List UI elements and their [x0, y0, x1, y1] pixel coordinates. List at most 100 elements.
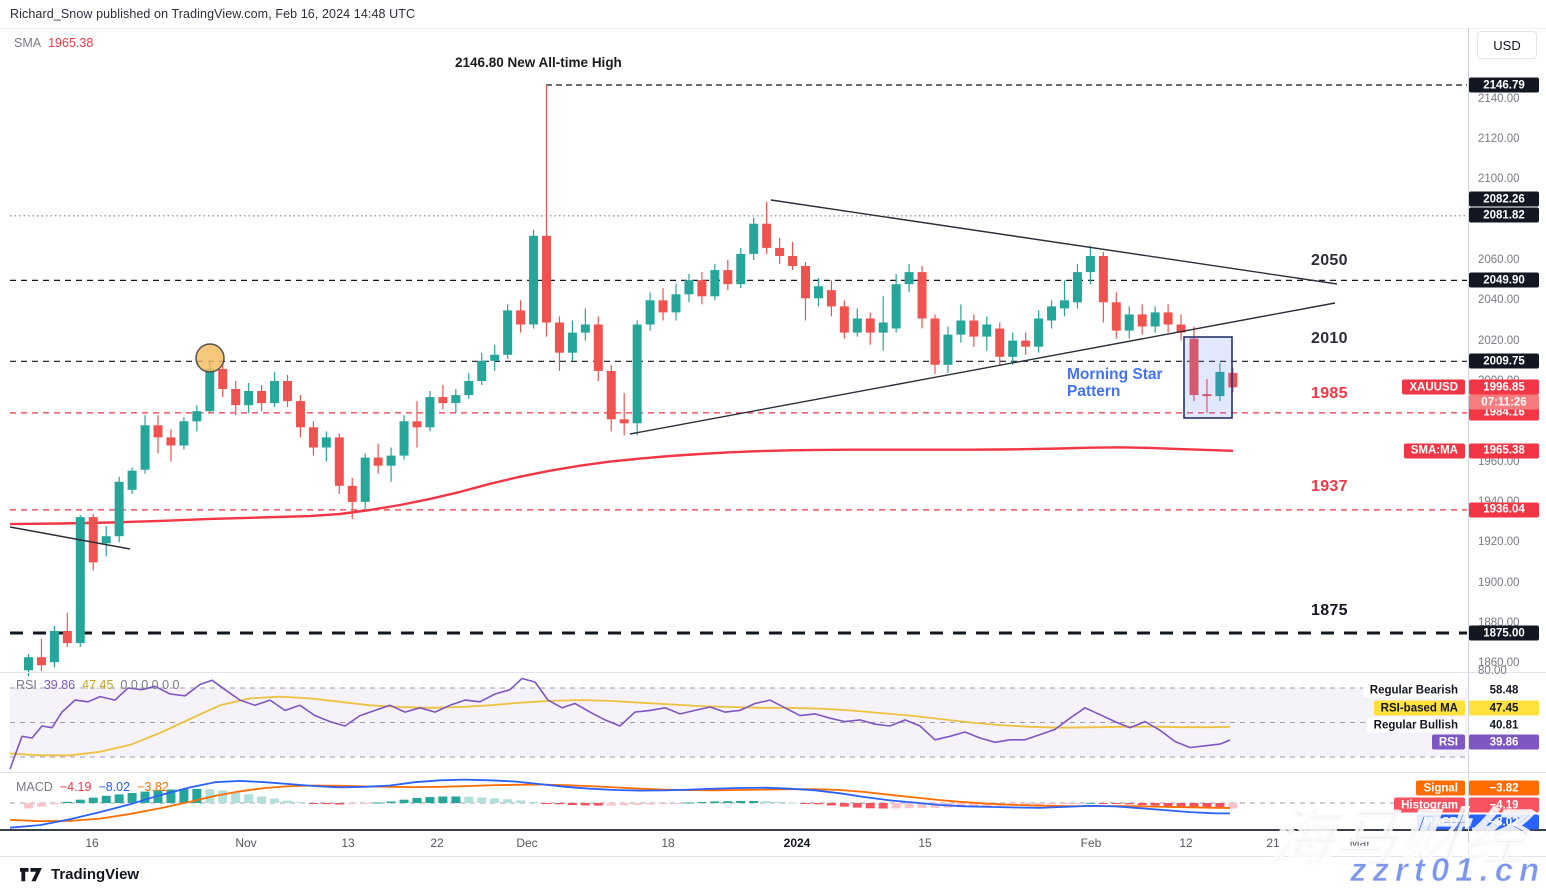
footer: TradingView: [0, 857, 1546, 891]
sma-legend[interactable]: SMA 1965.38: [14, 36, 100, 50]
rsi-band: [10, 688, 1467, 757]
candle-body: [943, 334, 953, 365]
candle-body: [75, 517, 85, 644]
candle-body: [852, 318, 862, 333]
macd-histogram-bar: [917, 803, 927, 808]
macd-panel-divider[interactable]: [0, 772, 1546, 773]
macd-histogram-bar: [386, 801, 396, 803]
macd-line: [9, 778, 1231, 829]
candle-body: [736, 253, 746, 285]
candle-body: [891, 284, 901, 329]
macd-histogram-bar: [813, 803, 823, 805]
candle-body: [283, 381, 292, 402]
macd-histogram-bar: [270, 798, 280, 803]
macd-histogram-bar: [140, 791, 150, 803]
macd-histogram-bar: [503, 799, 513, 803]
candle-body: [671, 294, 681, 313]
candle-body: [347, 485, 357, 502]
macd-histogram-bar: [1034, 803, 1044, 806]
candle-body: [425, 397, 435, 428]
candle-body: [593, 324, 603, 371]
candle-body: [1150, 312, 1160, 327]
candle-body: [1085, 256, 1095, 273]
macd-histogram-bar: [697, 802, 707, 803]
candle-body: [386, 455, 396, 466]
candle-body: [684, 280, 694, 295]
macd-histogram-bar: [166, 789, 176, 803]
candle-body: [412, 421, 422, 428]
macd-histogram-bar: [982, 803, 992, 807]
tradingview-brand[interactable]: TradingView: [51, 866, 140, 883]
candle-body: [813, 286, 823, 299]
macd-histogram-bar: [788, 802, 798, 804]
candle-body: [1021, 340, 1031, 347]
macd-histogram-bar: [645, 803, 655, 805]
currency-button[interactable]: USD: [1477, 31, 1537, 59]
candle-body: [1098, 256, 1108, 303]
macd-histogram-bar: [321, 803, 331, 805]
macd-histogram-bar: [839, 803, 849, 807]
candle-body: [1008, 340, 1018, 357]
candle-body: [127, 470, 137, 490]
macd-histogram-bar: [88, 797, 98, 803]
rsi-panel-divider[interactable]: [0, 672, 1546, 673]
macd-histogram-bar: [283, 800, 292, 803]
candle-body: [438, 397, 448, 404]
macd-histogram-bar: [399, 799, 409, 803]
macd-histogram-bar: [762, 801, 772, 803]
macd-histogram-bar: [671, 803, 681, 804]
candle-body: [723, 270, 733, 285]
macd-legend-title: MACD: [16, 780, 53, 794]
macd-histogram-bar: [1098, 803, 1108, 804]
macd-histogram-bar: [567, 803, 577, 805]
macd-histogram-bar: [24, 803, 33, 809]
candle-body: [360, 457, 370, 502]
macd-histogram-bar: [1111, 803, 1121, 804]
macd-histogram-bar: [658, 803, 668, 804]
price-axis-border: [1468, 28, 1469, 856]
macd-histogram-bar: [438, 796, 448, 803]
candle-body: [710, 270, 720, 297]
time-axis-divider: [0, 856, 1546, 857]
macd-histogram-bar: [1150, 803, 1160, 806]
candle-body: [542, 235, 551, 323]
macd-histogram-bar: [710, 801, 720, 803]
candle-body: [917, 272, 927, 319]
macd-legend[interactable]: MACD −4.19 −8.02 −3.82: [16, 780, 176, 794]
candle-body: [826, 290, 836, 307]
candle-body: [257, 391, 267, 404]
trendline: [629, 302, 1336, 435]
tradingview-logo-icon[interactable]: [20, 867, 44, 883]
candle-body: [24, 657, 33, 671]
macd-histogram-bar: [1176, 803, 1186, 808]
candle-body: [321, 437, 331, 448]
publish-line: Richard_Snow published on TradingView.co…: [10, 7, 416, 21]
rsi-legend[interactable]: RSI 39.86 47.45 0 0 0 0 0 0: [16, 678, 186, 692]
macd-histogram-bar: [257, 796, 267, 803]
candle-body: [477, 360, 487, 381]
candle-body: [373, 457, 383, 466]
macd-histogram-bar: [736, 801, 746, 803]
candle-body: [49, 631, 59, 663]
macd-histogram-bar: [334, 803, 344, 805]
macd-histogram-bar: [1202, 803, 1212, 809]
candle-body: [580, 324, 590, 333]
candle-body: [956, 320, 966, 335]
candle-body: [904, 272, 914, 285]
macd-histogram-bar: [295, 802, 305, 804]
trendline: [770, 199, 1338, 285]
sma-legend-value: 1965.38: [48, 36, 94, 50]
morning-star-box[interactable]: [1183, 336, 1233, 419]
macd-histogram-bar: [632, 803, 642, 805]
candle-body: [244, 391, 254, 406]
candle-body: [554, 322, 564, 353]
macd-histogram-bar: [205, 789, 215, 803]
candle-body: [516, 310, 526, 325]
macd-histogram-bar: [218, 790, 228, 803]
macd-histogram-bar: [516, 800, 526, 803]
macd-signal-line: [9, 783, 1231, 823]
candle-body: [231, 389, 241, 406]
circle-marker[interactable]: [195, 343, 225, 373]
candle-body: [1072, 272, 1082, 303]
